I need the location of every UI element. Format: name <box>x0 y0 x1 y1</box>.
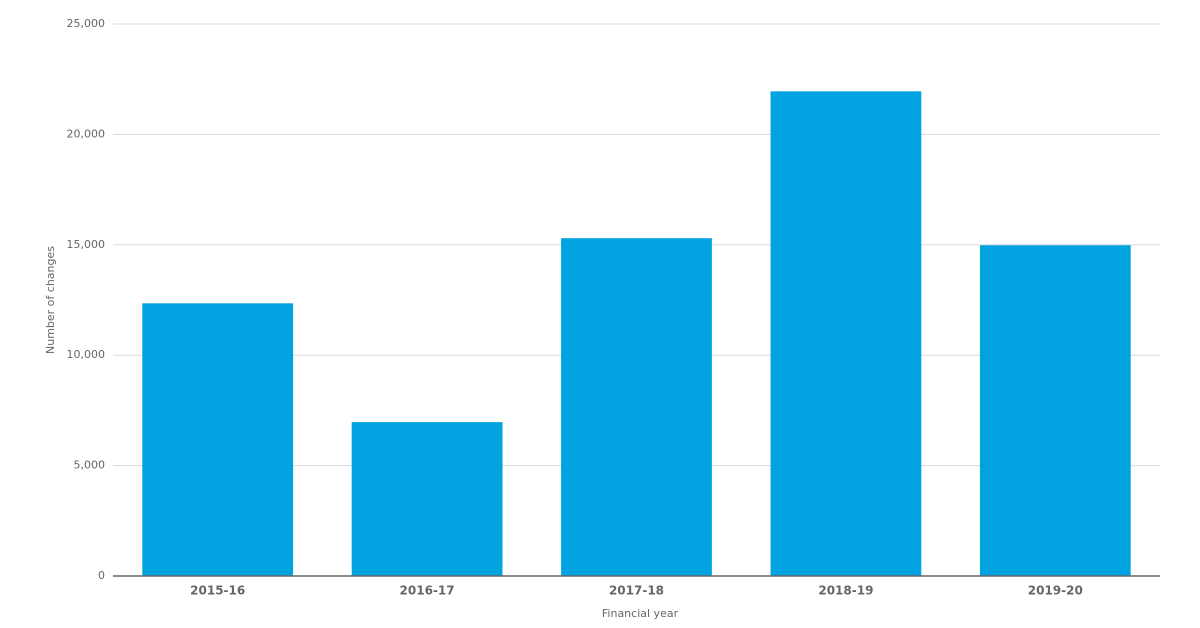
bar <box>142 303 294 576</box>
x-tick-label: 2019-20 <box>1028 584 1083 598</box>
y-tick-label: 15,000 <box>67 238 106 251</box>
y-tick-label: 5,000 <box>74 459 106 472</box>
x-axis-label: Financial year <box>602 607 679 620</box>
x-tick-label: 2018-19 <box>818 584 873 598</box>
bar <box>770 91 922 577</box>
x-tick-label: 2017-18 <box>609 584 664 598</box>
y-tick-label: 20,000 <box>67 127 106 140</box>
bar <box>979 245 1131 577</box>
y-axis-label: Number of changes <box>44 246 57 354</box>
y-tick-label: 25,000 <box>67 17 106 30</box>
x-tick-label: 2016-17 <box>400 584 455 598</box>
y-tick-label: 0 <box>98 569 105 582</box>
bar <box>561 238 712 576</box>
bar <box>351 422 503 576</box>
x-tick-label: 2015-16 <box>190 584 245 598</box>
y-tick-label: 10,000 <box>67 348 106 361</box>
